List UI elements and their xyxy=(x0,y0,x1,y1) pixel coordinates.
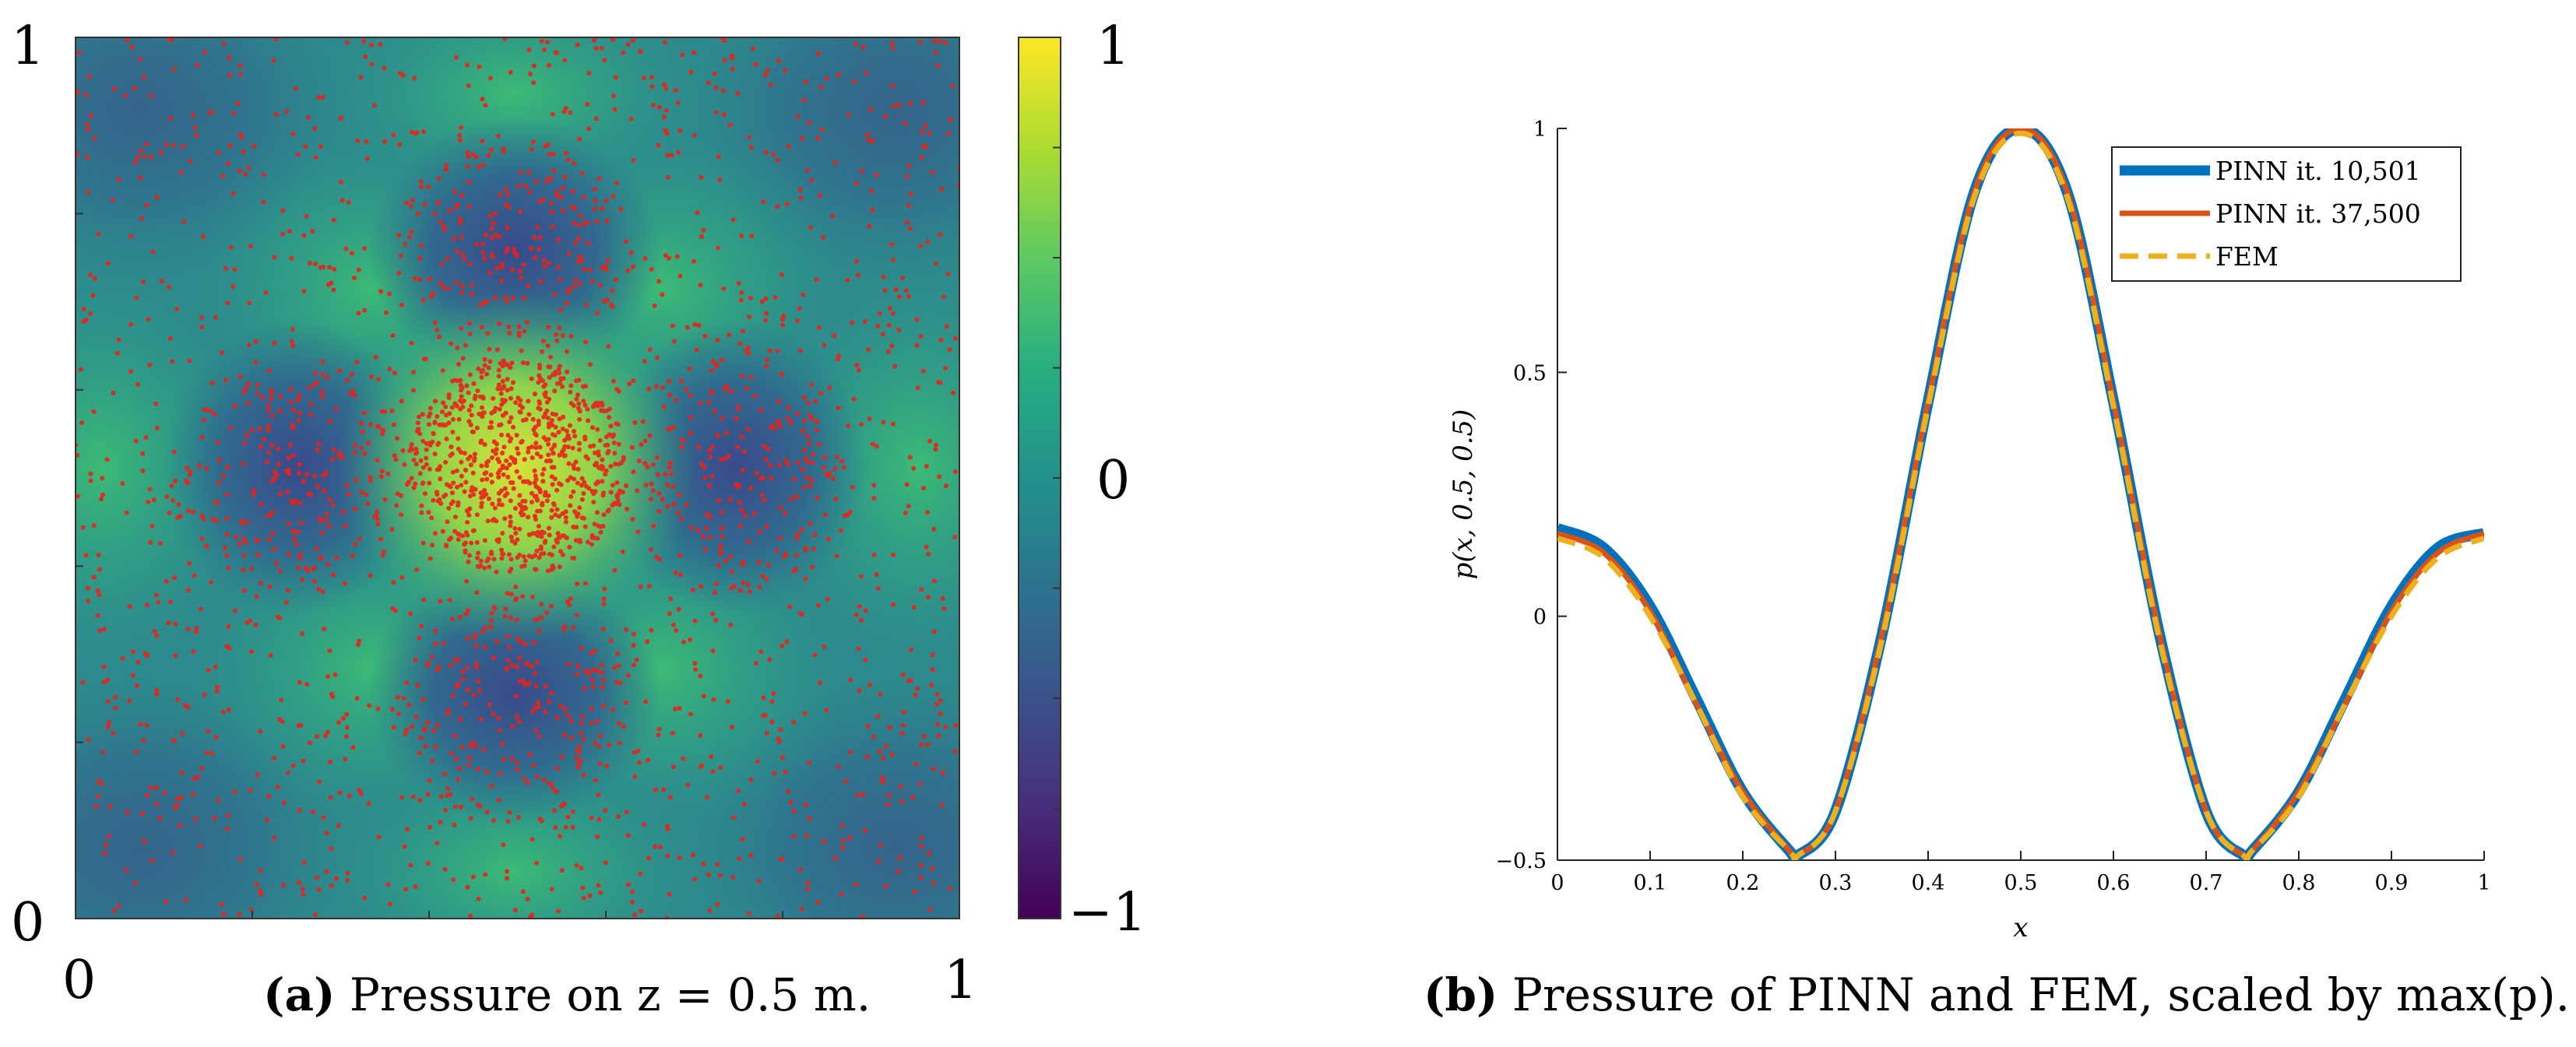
heatmap-frame xyxy=(75,37,960,919)
x-tick-label: 0.7 xyxy=(2190,871,2223,895)
caption-b-label: (b) xyxy=(1423,968,1497,1021)
x-tick-label: 0.6 xyxy=(2097,871,2131,895)
y-tick-label: 1 xyxy=(1533,118,1547,142)
y-tick-max: 1 xyxy=(11,16,44,77)
caption-a: (a) Pressure on z = 0.5 m. xyxy=(263,968,871,1021)
colorbar-tick-min: −1 xyxy=(1068,882,1146,943)
x-tick-label: 0.4 xyxy=(1912,871,1945,895)
heatmap-ticks xyxy=(76,213,783,919)
legend-label-0: PINN it. 10,501 xyxy=(2215,156,2421,186)
x-tick-label: 0 xyxy=(1550,871,1564,895)
caption-a-label: (a) xyxy=(263,968,335,1021)
x-axis-label: x xyxy=(2013,912,2028,943)
series-lines xyxy=(1557,128,2484,860)
legend: PINN it. 10,501 PINN it. 37,500 FEM xyxy=(2111,146,2462,282)
y-ticks: −0.5 0 0.5 1 xyxy=(1495,118,1567,873)
x-tick-label: 0.5 xyxy=(2004,871,2038,895)
colorbar-ticks xyxy=(1053,146,1061,810)
x-tick-min: 0 xyxy=(62,950,96,1011)
caption-a-text: Pressure on z = 0.5 m. xyxy=(350,968,871,1021)
x-tick-label: 0.8 xyxy=(2282,871,2316,895)
y-tick-label: 0 xyxy=(1533,606,1547,630)
x-tick-label: 1 xyxy=(2477,871,2490,895)
x-ticks: 0 0.1 0.2 0.3 0.4 0.5 0.6 0.7 0.8 0.9 1 xyxy=(1550,851,2491,895)
collocation-dots xyxy=(76,37,959,919)
legend-label-2: FEM xyxy=(2215,241,2279,272)
heatmap-panel: 1 0 0 1 xyxy=(11,16,977,1011)
x-tick-label: 0.1 xyxy=(1634,871,1667,895)
y-tick-label: 0.5 xyxy=(1513,361,1547,385)
y-axis-label: p(x, 0.5, 0.5) xyxy=(1448,409,1479,580)
y-tick-label: −0.5 xyxy=(1495,849,1547,873)
line-panel: 0 0.1 0.2 0.3 0.4 0.5 0.6 0.7 0.8 0.9 1 −0.500.51 … xyxy=(1448,118,2491,943)
x-tick-max: 1 xyxy=(944,950,977,1011)
colorbar-tick-max: 1 xyxy=(1096,16,1130,77)
caption-b-text: Pressure of PINN and FEM, scaled by max(… xyxy=(1512,968,2570,1021)
y-tick-min: 0 xyxy=(11,892,44,954)
colorbar-tick-mid: 0 xyxy=(1096,450,1130,511)
collocation-points xyxy=(76,37,959,919)
heatmap-field xyxy=(76,37,959,919)
x-tick-label: 0.9 xyxy=(2375,871,2409,895)
colorbar: 1 0 −1 xyxy=(1018,16,1146,943)
x-tick-label: 0.2 xyxy=(1726,871,1760,895)
x-tick-label: 0.3 xyxy=(1819,871,1853,895)
series-line-2 xyxy=(1557,130,2484,860)
caption-b: (b) Pressure of PINN and FEM, scaled by … xyxy=(1423,968,2570,1021)
legend-label-1: PINN it. 37,500 xyxy=(2215,199,2421,229)
